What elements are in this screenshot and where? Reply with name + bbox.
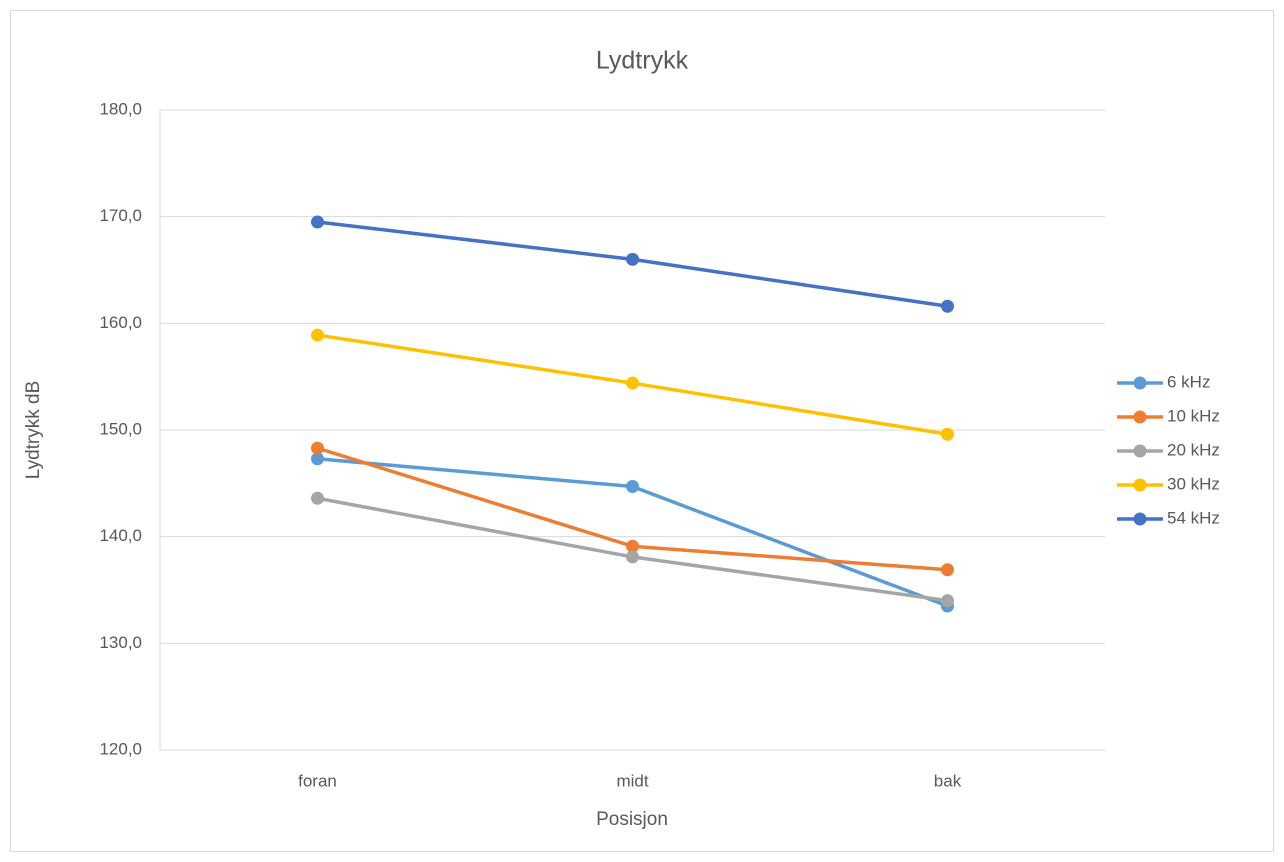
data-point [626, 480, 639, 494]
chart-title: Lydtrykk [596, 47, 689, 75]
y-tick-label: 150,0 [99, 419, 142, 438]
legend-label: 10 kHz [1167, 406, 1220, 425]
data-point [311, 441, 324, 455]
data-point [941, 299, 954, 313]
data-point [311, 491, 324, 505]
y-tick-label: 180,0 [99, 99, 142, 118]
legend-label: 20 kHz [1167, 440, 1220, 459]
y-tick-label: 130,0 [99, 633, 142, 652]
legend-label: 6 kHz [1167, 372, 1210, 391]
data-point [626, 252, 639, 266]
legend-marker [1133, 444, 1147, 458]
data-point [311, 452, 324, 466]
data-point [941, 563, 954, 577]
y-tick-label: 120,0 [99, 739, 142, 758]
data-point [626, 539, 639, 553]
y-axis-label: Lydtrykk dB [23, 381, 44, 480]
x-tick-label: bak [934, 771, 962, 790]
x-tick-label: midt [616, 771, 648, 790]
y-tick-label: 160,0 [99, 313, 142, 332]
legend-marker [1133, 410, 1147, 424]
chart-border [10, 10, 1274, 852]
legend-marker [1133, 512, 1147, 526]
legend-marker [1133, 376, 1147, 390]
legend-label: 54 kHz [1167, 508, 1220, 527]
x-axis-label: Posisjon [596, 809, 668, 830]
data-point [626, 550, 639, 564]
data-point [311, 328, 324, 342]
legend-marker [1133, 478, 1147, 492]
legend-label: 30 kHz [1167, 474, 1220, 493]
data-point [941, 427, 954, 441]
x-tick-label: foran [298, 771, 337, 790]
data-point [941, 594, 954, 608]
y-tick-label: 170,0 [99, 206, 142, 225]
data-point [311, 215, 324, 229]
y-tick-label: 140,0 [99, 526, 142, 545]
data-point [626, 376, 639, 390]
